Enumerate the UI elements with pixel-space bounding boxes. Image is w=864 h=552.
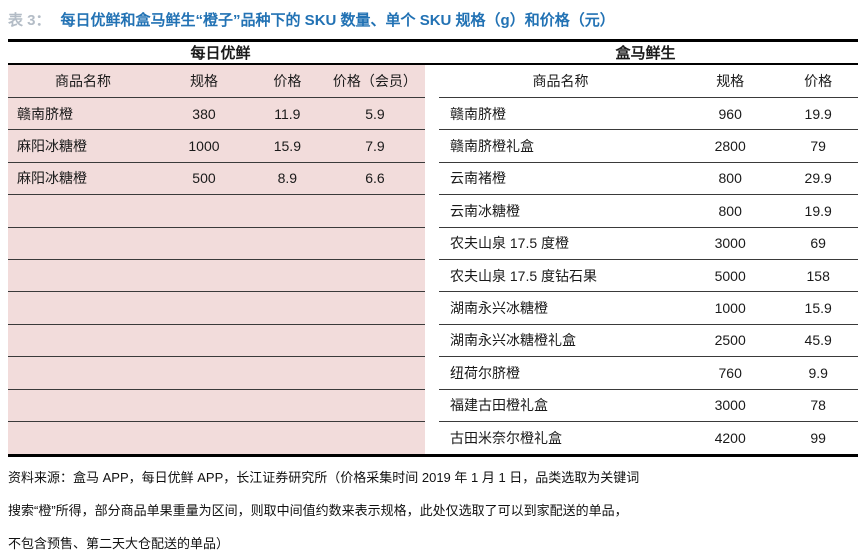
table-row: 福建古田橙礼盒 3000 78 [439, 390, 858, 422]
table-cell: 960 [718, 105, 742, 122]
table-cell: 云南褚橙 [450, 170, 506, 187]
table-cell: 赣南脐橙 [17, 105, 73, 122]
table-row [8, 228, 425, 260]
table-cell: 45.9 [804, 332, 832, 349]
table-cell: 3000 [714, 235, 746, 252]
table-row: 麻阳冰糖橙 500 8.9 6.6 [8, 163, 425, 196]
column-header: 价格（会员） [332, 73, 417, 89]
table-cell: 3000 [714, 397, 746, 414]
table-row [8, 195, 425, 228]
table-cell: 湖南永兴冰糖橙 [450, 300, 548, 317]
group-header-meiriyouxian: 每日优鲜 [190, 45, 251, 62]
table-row: 云南褚橙 800 29.9 [439, 163, 858, 196]
column-header: 规格 [716, 73, 745, 89]
table-cell: 800 [718, 170, 742, 187]
table-row [8, 357, 425, 390]
column-header: 价格 [804, 73, 833, 89]
table-header-hemaxiansheng: 商品名称 规格 价格 [439, 65, 858, 98]
table-row [8, 390, 425, 422]
figure-label: 表 3： [8, 12, 51, 29]
column-header: 商品名称 [55, 73, 112, 89]
source-note-line: 搜索“橙”所得，部分商品单果重量为区间，则取中间值约数来表示规格，此处仅选取了可… [8, 503, 628, 519]
table-cell: 760 [718, 364, 742, 381]
table-row: 赣南脐橙 960 19.9 [439, 98, 858, 131]
table-cell: 4200 [714, 430, 746, 447]
column-header: 价格 [273, 73, 302, 89]
table-cell: 福建古田橙礼盒 [450, 397, 548, 414]
table-gutter [425, 65, 439, 455]
table-hemaxiansheng: 商品名称 规格 价格 赣南脐橙 960 19.9 赣南脐橙礼盒 2800 79 云南褚橙 800 2… [439, 65, 858, 455]
table-cell: 麻阳冰糖橙 [17, 138, 87, 155]
table-cell: 8.9 [277, 170, 298, 187]
table-row: 纽荷尔脐橙 760 9.9 [439, 357, 858, 390]
table-row: 古田米奈尔橙礼盒 4200 99 [439, 422, 858, 454]
figure-title-row: 表 3： 每日优鲜和盒马鲜生“橙子”品种下的 SKU 数量、单个 SKU 规格（… [0, 0, 864, 30]
table-cell: 69 [810, 235, 826, 252]
table-cell: 11.9 [274, 105, 301, 122]
group-header-row: 每日优鲜 盒马鲜生 [8, 42, 858, 65]
source-note: 资料来源：盒马 APP，每日优鲜 APP，长江证券研究所（价格采集时间 2019… [0, 457, 864, 552]
table-row: 农夫山泉 17.5 度橙 3000 69 [439, 228, 858, 260]
table-cell: 9.9 [808, 364, 828, 381]
table-cell: 1000 [188, 138, 220, 155]
table-row: 云南冰糖橙 800 19.9 [439, 195, 858, 228]
table-cell: 农夫山泉 17.5 度橙 [450, 235, 570, 252]
column-header: 规格 [189, 73, 218, 89]
table-cell: 5000 [714, 267, 746, 284]
table-cell: 15.9 [804, 300, 832, 317]
table-cell: 1000 [714, 300, 746, 317]
table-row: 麻阳冰糖橙 1000 15.9 7.9 [8, 130, 425, 163]
table-header-meiriyouxian: 商品名称 规格 价格 价格（会员） [8, 65, 425, 98]
group-header-hemaxiansheng: 盒马鲜生 [615, 45, 676, 62]
table-cell: 158 [806, 267, 830, 284]
table-cell: 2800 [714, 138, 746, 155]
table-cell: 2500 [714, 332, 746, 349]
table-cell: 纽荷尔脐橙 [450, 364, 520, 381]
table-row: 赣南脐橙礼盒 2800 79 [439, 130, 858, 163]
table-cell: 800 [718, 202, 742, 219]
table-cell: 云南冰糖橙 [450, 202, 520, 219]
table-cell: 19.9 [804, 202, 832, 219]
source-note-line: 资料来源：盒马 APP，每日优鲜 APP，长江证券研究所（价格采集时间 2019… [8, 470, 640, 486]
table-row [8, 422, 425, 454]
table-cell: 5.9 [365, 105, 385, 122]
table-row: 湖南永兴冰糖橙 1000 15.9 [439, 292, 858, 325]
table-row [8, 325, 425, 358]
table-cell: 78 [810, 397, 826, 414]
table-cell: 麻阳冰糖橙 [17, 170, 87, 187]
table-cell: 15.9 [273, 138, 301, 155]
table-cell: 湖南永兴冰糖橙礼盒 [450, 332, 576, 349]
tables-container: 商品名称 规格 价格 价格（会员） 赣南脐橙 380 11.9 5.9 麻阳冰糖橙 1000 15… [8, 65, 858, 455]
table-row: 农夫山泉 17.5 度钻石果 5000 158 [439, 260, 858, 293]
table-row: 湖南永兴冰糖橙礼盒 2500 45.9 [439, 325, 858, 358]
table-cell: 古田米奈尔橙礼盒 [450, 430, 562, 447]
table-cell: 6.6 [365, 170, 385, 187]
table-cell: 19.9 [804, 105, 832, 122]
table-row: 赣南脐橙 380 11.9 5.9 [8, 98, 425, 131]
table-cell: 29.9 [804, 170, 832, 187]
table-body-meiriyouxian: 赣南脐橙 380 11.9 5.9 麻阳冰糖橙 1000 15.9 7.9 麻阳冰糖橙 500 8.… [8, 98, 425, 454]
table-meiriyouxian: 商品名称 规格 价格 价格（会员） 赣南脐橙 380 11.9 5.9 麻阳冰糖橙 1000 15… [8, 65, 425, 455]
table-cell: 赣南脐橙 [450, 105, 506, 122]
table-cell: 380 [192, 105, 216, 122]
table-cell: 79 [810, 138, 826, 155]
comparison-table: 每日优鲜 盒马鲜生 商品名称 规格 价格 价格（会员） 赣南脐橙 380 11.9 5.9 麻… [8, 39, 858, 458]
table-cell: 农夫山泉 17.5 度钻石果 [450, 267, 598, 284]
table-cell: 赣南脐橙礼盒 [450, 138, 534, 155]
table-cell: 99 [810, 430, 826, 447]
table-cell: 7.9 [365, 138, 385, 155]
source-note-line: 不包含预售、第二天大仓配送的单品） [8, 536, 230, 552]
table-row [8, 260, 425, 293]
column-header: 商品名称 [532, 73, 589, 89]
table-body-hemaxiansheng: 赣南脐橙 960 19.9 赣南脐橙礼盒 2800 79 云南褚橙 800 29.9 云南冰糖橙 8… [439, 98, 858, 454]
table-row [8, 292, 425, 325]
table-cell: 500 [192, 170, 216, 187]
page-title: 每日优鲜和盒马鲜生“橙子”品种下的 SKU 数量、单个 SKU 规格（g）和价格… [60, 12, 615, 29]
